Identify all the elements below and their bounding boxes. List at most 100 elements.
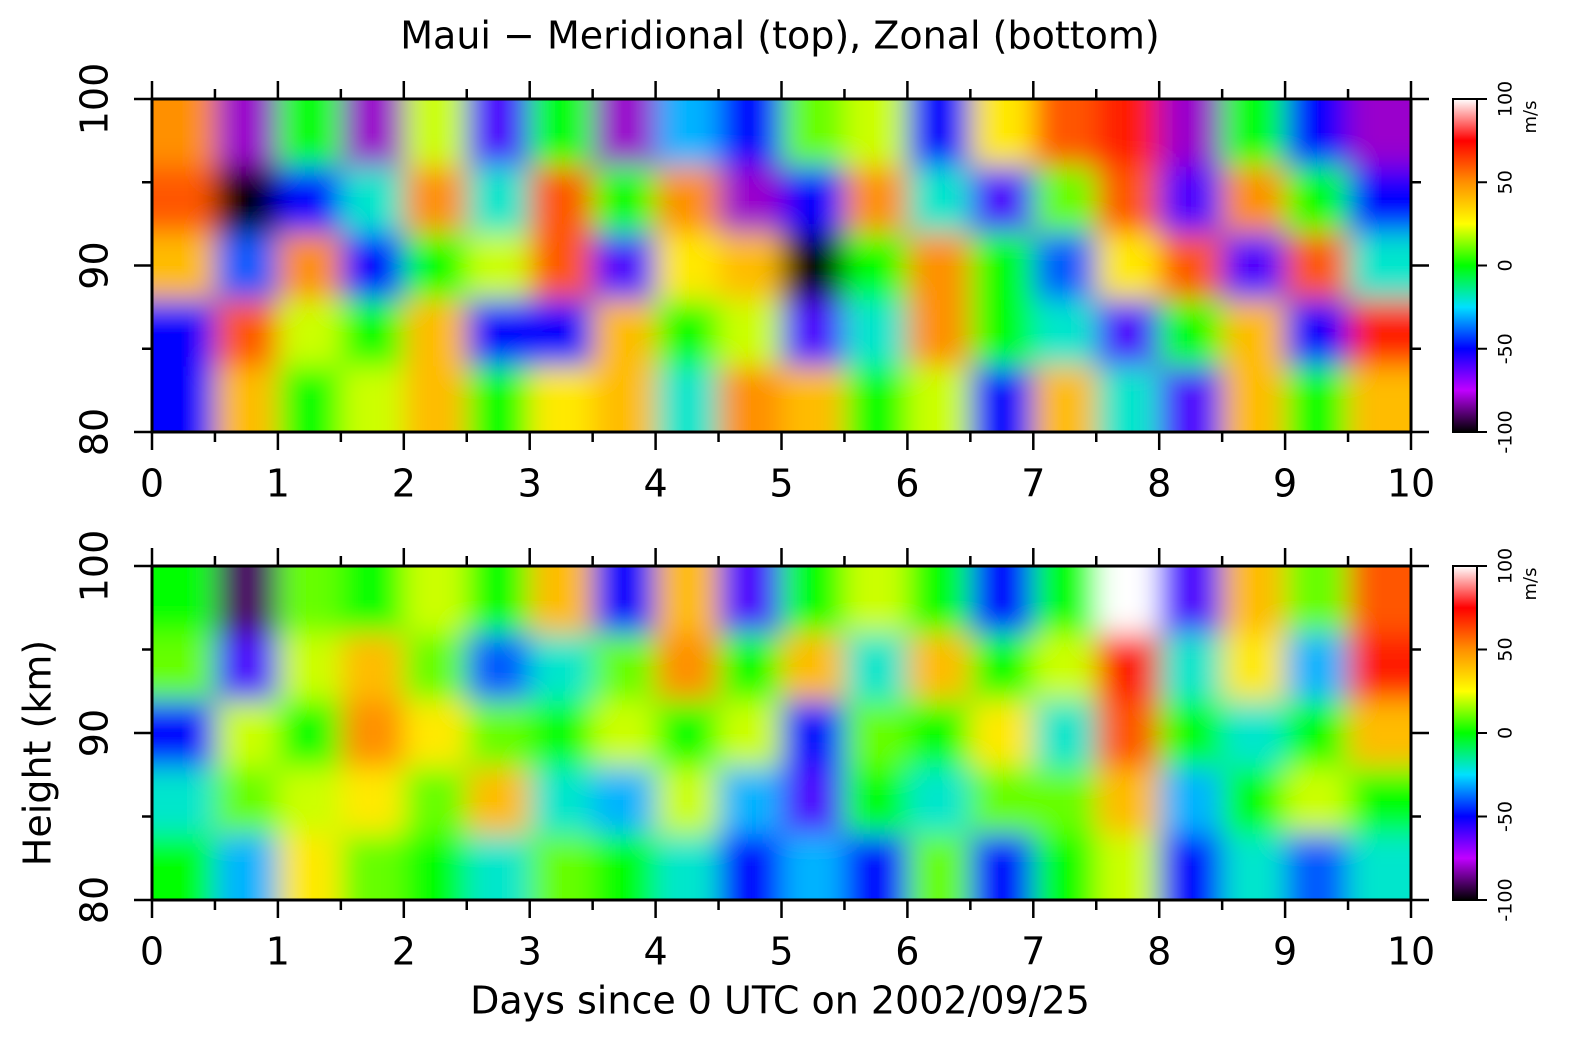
heat-cell [152, 365, 216, 432]
heat-cell [1222, 99, 1287, 167]
heat-cell [907, 766, 972, 835]
heat-cell [1159, 365, 1224, 432]
heat-cell [214, 232, 279, 300]
heat-cell [1096, 232, 1161, 300]
heat-cell [781, 365, 846, 432]
colorbar-label: m/s [1520, 101, 1541, 134]
heat-cell [152, 766, 216, 835]
heat-cell [1285, 566, 1350, 634]
heat-cell [466, 766, 531, 835]
y-tick-label: 100 [73, 530, 117, 603]
heat-cell [907, 699, 972, 768]
heat-cell [718, 766, 783, 835]
heat-cell [466, 632, 531, 701]
heat-cell [152, 165, 216, 234]
heat-cell [340, 699, 405, 768]
heat-cell [1348, 99, 1411, 167]
heat-cell [403, 833, 468, 900]
heat-cell [1222, 298, 1287, 367]
heat-cell [340, 632, 405, 701]
heat-cell [970, 766, 1035, 835]
heat-cell [844, 298, 909, 367]
heat-cell [907, 165, 972, 234]
x-tick-label: 2 [392, 462, 416, 506]
heat-cell [1159, 766, 1224, 835]
heat-cell [1348, 298, 1411, 367]
heat-cell [214, 632, 279, 701]
heat-cell [781, 165, 846, 234]
colorbar-tick-label: -50 [1495, 801, 1517, 832]
colorbar-tick-label: 100 [1495, 548, 1517, 584]
heat-cell [1096, 365, 1161, 432]
heat-cell [1222, 699, 1287, 768]
heat-cell [214, 699, 279, 768]
colorbar-tick-label: 0 [1495, 259, 1517, 271]
heat-cell [1033, 699, 1098, 768]
heat-cell [1285, 699, 1350, 768]
heat-cell [1159, 232, 1224, 300]
x-tick-label: 7 [1021, 930, 1045, 974]
heatmap [152, 566, 1411, 900]
heat-cell [655, 298, 720, 367]
colorbar [1452, 565, 1478, 901]
heat-cell [970, 699, 1035, 768]
heat-cell [844, 165, 909, 234]
heat-cell [340, 165, 405, 234]
heat-cell [718, 566, 783, 634]
heat-cell [529, 766, 594, 835]
heat-cell [403, 632, 468, 701]
heat-cell [1033, 632, 1098, 701]
y-tick-label: 90 [73, 241, 117, 289]
heat-cell [277, 632, 342, 701]
heat-cell [340, 298, 405, 367]
heat-cell [1033, 298, 1098, 367]
heat-cell [277, 165, 342, 234]
colorbar-tick-label: -100 [1495, 878, 1517, 921]
x-tick-label: 9 [1273, 462, 1297, 506]
heat-cell [277, 232, 342, 300]
heat-cell [529, 298, 594, 367]
heat-cell [277, 833, 342, 900]
heatmap-cells [152, 566, 1411, 900]
heat-cell [781, 298, 846, 367]
heat-cell [277, 298, 342, 367]
heat-cell [340, 232, 405, 300]
heat-cell [152, 632, 216, 701]
heat-cell [1285, 298, 1350, 367]
heat-cell [466, 165, 531, 234]
heat-cell [529, 566, 594, 634]
heat-cell [1222, 833, 1287, 900]
heat-cell [1159, 632, 1224, 701]
heatmap-cells [152, 99, 1411, 432]
heat-cell [1222, 632, 1287, 701]
heat-cell [907, 365, 972, 432]
colorbar-tick-label: 100 [1495, 81, 1517, 117]
x-tick-label: 0 [140, 462, 164, 506]
colorbar-tick-label: 50 [1495, 170, 1517, 194]
heat-cell [214, 298, 279, 367]
heat-cell [655, 232, 720, 300]
x-tick-label: 1 [266, 930, 290, 974]
colorbar-label: m/s [1520, 568, 1541, 601]
heat-cell [1285, 232, 1350, 300]
heat-cell [340, 365, 405, 432]
heat-cell [907, 566, 972, 634]
heat-cell [1222, 232, 1287, 300]
heat-cell [655, 99, 720, 167]
heat-cell [152, 99, 216, 167]
heat-cell [1222, 566, 1287, 634]
heat-cell [655, 766, 720, 835]
heat-cell [1096, 99, 1161, 167]
heat-cell [1348, 165, 1411, 234]
heatmap [152, 99, 1411, 432]
x-tick-label: 7 [1021, 462, 1045, 506]
heat-cell [1033, 833, 1098, 900]
heat-cell [403, 365, 468, 432]
heat-cell [1033, 165, 1098, 234]
heat-cell [529, 232, 594, 300]
heat-cell [1159, 99, 1224, 167]
heat-cell [277, 566, 342, 634]
heat-cell [529, 699, 594, 768]
heat-cell [1222, 165, 1287, 234]
heat-cell [277, 766, 342, 835]
